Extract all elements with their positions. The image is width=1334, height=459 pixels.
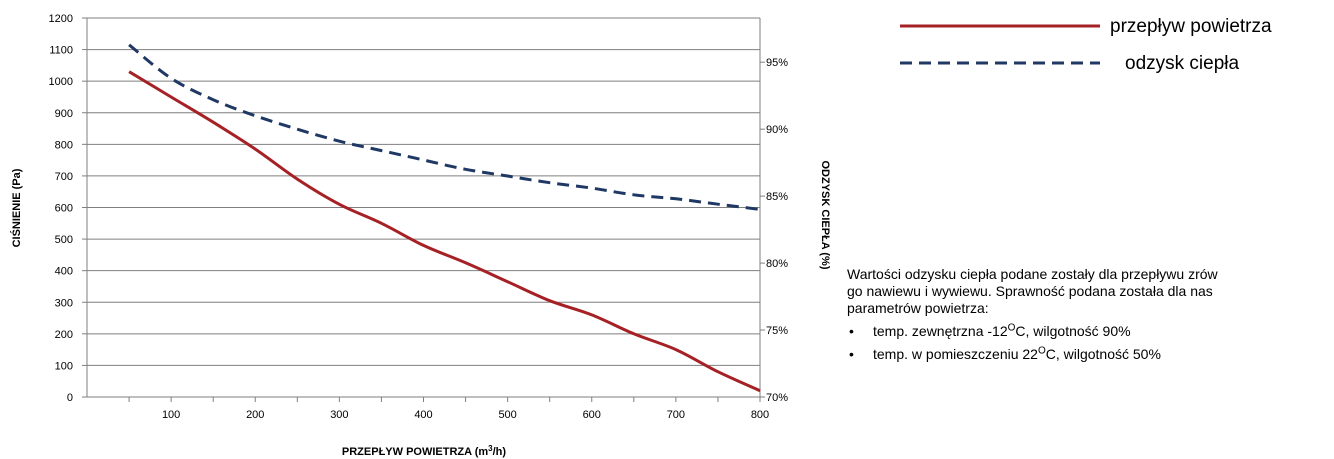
y2-tick-label: 90%: [766, 124, 788, 136]
note-bullet-outdoor: temp. zewnętrzna -12OC, wilgotność 90%: [847, 323, 1334, 340]
x-tick-label: 700: [667, 409, 685, 421]
series-line-flow: [128, 70, 761, 393]
y-tick-label: 1200: [49, 13, 73, 25]
x-tick-label: 500: [498, 409, 516, 421]
x-tick-label: 100: [162, 409, 180, 421]
y-tick-label: 900: [55, 108, 73, 120]
y2-tick-label: 70%: [766, 392, 788, 404]
axes: [82, 17, 765, 402]
legend-label-recovery: odzysk ciepła: [1125, 53, 1239, 74]
x-tick-label: 200: [246, 409, 264, 421]
y2-tick-label: 85%: [766, 191, 788, 203]
legend-label-flow: przepływ powietrza: [1110, 16, 1272, 37]
bullet-text: temp. w pomieszczeniu 22: [873, 346, 1038, 362]
y-tick-label: 100: [55, 360, 73, 372]
y-tick-label: 400: [55, 266, 73, 278]
y-tick-label: 500: [55, 234, 73, 246]
series-lines: [128, 43, 761, 393]
note-line-3: parametrów powietrza:: [847, 300, 989, 316]
x-tick-label: 300: [330, 409, 348, 421]
x-tick-label: 400: [414, 409, 432, 421]
y-tick-label: 300: [55, 297, 73, 309]
y-tick-label: 700: [55, 171, 73, 183]
tick-labels: 0 100 200 300 400 500 600 700 800 900 1000 1100 1200…: [49, 13, 789, 421]
y2-axis-title: ODZYSK CIEPŁA (%): [819, 161, 831, 270]
bullet-text: temp. zewnętrzna -12: [873, 323, 1008, 339]
y-tick-label: 600: [55, 203, 73, 215]
y2-tick-label: 95%: [766, 57, 788, 69]
y-tick-label: 200: [55, 329, 73, 341]
degree-sup: O: [1007, 322, 1016, 334]
x-axis-title: PRZEPŁYW POWIETRZA (m3/h): [342, 444, 506, 458]
bullet-text: C, wilgotność 50%: [1045, 346, 1161, 362]
y2-tick-label: 80%: [766, 258, 788, 270]
note-line-2: go nawiewu i wywiewu. Sprawność podana z…: [847, 283, 1213, 299]
x-tick-label: 600: [583, 409, 601, 421]
note-bullet-list: temp. zewnętrzna -12OC, wilgotność 90% t…: [847, 323, 1334, 363]
series-line-recovery: [128, 43, 761, 211]
degree-sup: O: [1037, 345, 1046, 357]
note-bullet-indoor: temp. w pomieszczeniu 22OC, wilgotność 5…: [847, 346, 1334, 363]
note-line-1: Wartości odzysku ciepła podane zostały d…: [847, 266, 1218, 282]
y-axis-title: CIŚNIENIE (Pa): [10, 168, 23, 247]
y-tick-label: 1000: [49, 76, 73, 88]
y-tick-label: 800: [55, 139, 73, 151]
legend: przepływ powietrza odzysk ciepła: [900, 16, 1272, 74]
y-tick-label: 0: [67, 392, 73, 404]
bullet-text: C, wilgotność 90%: [1015, 323, 1131, 339]
y-tick-label: 1100: [49, 45, 73, 57]
note-text: Wartości odzysku ciepła podane zostały d…: [847, 266, 1334, 363]
grid-lines: [87, 17, 760, 366]
y2-tick-label: 75%: [766, 325, 788, 337]
x-tick-label: 800: [751, 409, 769, 421]
